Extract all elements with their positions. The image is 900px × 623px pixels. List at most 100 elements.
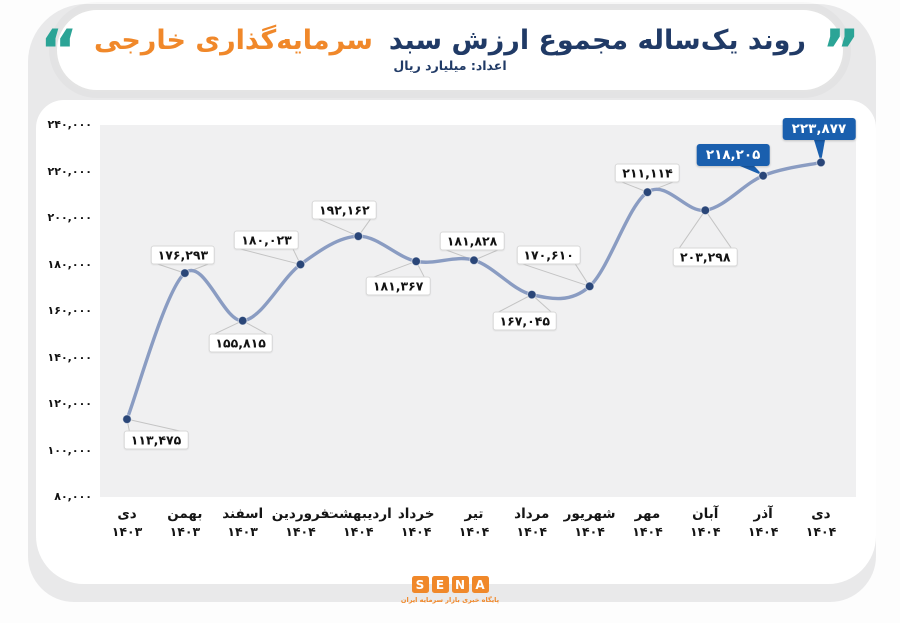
x-tick-month: آذر xyxy=(753,506,773,522)
data-point xyxy=(180,268,190,278)
x-tick-year: ۱۴۰۳ xyxy=(227,524,258,540)
x-tick-label: فروردین ۱۴۰۴ xyxy=(260,506,340,542)
x-tick-label: شهریور ۱۴۰۴ xyxy=(550,506,630,542)
x-tick-label: آذر ۱۴۰۴ xyxy=(723,506,803,542)
title-accent: سرمایه‌گذاری خارجی xyxy=(94,25,373,56)
value-label: ۲۰۳,۲۹۸ xyxy=(673,247,738,267)
data-point xyxy=(411,256,421,267)
value-label-highlight: ۲۲۳,۸۷۷ xyxy=(782,118,856,141)
x-tick-month: دی xyxy=(811,506,831,522)
value-label: ۱۸۰,۰۲۳ xyxy=(234,230,299,250)
label-leader-line xyxy=(156,263,185,274)
data-point xyxy=(642,187,653,197)
label-leader-line xyxy=(213,320,243,335)
title-main: روند یک‌ساله مجموع ارزش سبد xyxy=(388,25,806,56)
data-point xyxy=(758,170,768,181)
label-leader-line xyxy=(317,218,359,237)
x-tick-month: شهریور xyxy=(563,506,616,522)
x-tick-label: اسفند ۱۴۰۳ xyxy=(203,506,283,542)
value-label: ۱۹۲,۱۶۲ xyxy=(312,200,377,220)
x-tick-label: دی ۱۴۰۴ xyxy=(781,506,861,542)
data-point xyxy=(122,414,132,424)
plot-area: ۱۱۳,۴۷۵ ۱۷۶,۲۹۳ ۱۵۵,۸۱۵ ۱۸۰,۰۲۳ ۱۹۲,۱۶۲ ۱۸۱,۳… xyxy=(100,118,856,497)
x-tick-year: ۱۴۰۴ xyxy=(805,524,837,540)
data-point xyxy=(469,255,479,266)
value-label: ۱۵۵,۸۱۵ xyxy=(208,333,273,353)
y-tick-label: ۱۲۰,۰۰۰ xyxy=(47,397,92,410)
data-point xyxy=(353,231,364,242)
sena-logo-letter: A xyxy=(471,576,489,593)
x-tick-year: ۱۴۰۴ xyxy=(400,524,432,540)
y-tick-label: ۲۰۰,۰۰۰ xyxy=(47,211,92,224)
y-tick-label: ۸۰,۰۰۰ xyxy=(54,490,92,503)
x-tick-label: دی ۱۴۰۳ xyxy=(87,506,167,542)
page-title: ” روند یک‌ساله مجموع ارزش سبد سرمایه‌گذا… xyxy=(39,16,861,85)
data-point xyxy=(700,205,711,216)
x-tick-label: آبان ۱۴۰۴ xyxy=(665,506,745,542)
x-tick-label: مهر ۱۴۰۴ xyxy=(607,506,687,542)
x-tick-year: ۱۴۰۴ xyxy=(690,524,721,540)
label-leader-line xyxy=(126,418,183,433)
x-tick-month: اردیبهشت xyxy=(324,506,392,522)
y-tick-label: ۱۸۰,۰۰۰ xyxy=(47,257,92,271)
label-leader-line xyxy=(678,210,706,250)
sena-logo-letter: E xyxy=(431,576,449,593)
sena-tagline: پایگاه خبری بازار سرمایه ایران xyxy=(400,596,500,604)
chart-card: ۲۴۰,۰۰۰ ۲۲۰,۰۰۰ ۲۰۰,۰۰۰ ۱۸۰,۰۰۰ ۱۶۰,۰۰۰ ۱۴۰,۰… xyxy=(36,100,876,584)
label-leader-line xyxy=(498,294,533,313)
x-tick-year: ۱۴۰۴ xyxy=(574,524,605,540)
x-tick-year: ۱۴۰۴ xyxy=(285,524,316,540)
label-leader-line xyxy=(239,248,301,265)
y-tick-label: ۱۴۰,۰۰۰ xyxy=(47,350,92,364)
x-tick-year: ۱۴۰۴ xyxy=(747,524,779,540)
x-tick-label: خرداد ۱۴۰۴ xyxy=(376,506,456,542)
value-label-highlight: ۲۱۸,۲۰۵ xyxy=(696,143,770,166)
value-label: ۲۱۱,۱۱۴ xyxy=(615,163,680,183)
sena-logo-letter: N xyxy=(451,576,469,593)
header: ” روند یک‌ساله مجموع ارزش سبد سرمایه‌گذا… xyxy=(40,8,860,92)
data-point xyxy=(816,157,826,168)
value-label: ۱۷۶,۲۹۳ xyxy=(150,245,216,265)
y-tick-label: ۲۲۰,۰۰۰ xyxy=(47,164,92,178)
x-tick-year: ۱۴۰۳ xyxy=(169,524,201,540)
line-chart xyxy=(122,129,827,433)
value-label: ۱۶۷,۰۴۵ xyxy=(492,311,558,331)
y-tick-label: ۱۶۰,۰۰۰ xyxy=(47,304,92,317)
x-tick-month: بهمن xyxy=(167,506,203,522)
value-label: ۱۸۱,۸۲۸ xyxy=(439,231,505,251)
x-tick-label: بهمن ۱۴۰۳ xyxy=(145,506,225,542)
data-point xyxy=(237,315,248,326)
label-leader-line xyxy=(371,260,417,279)
x-tick-month: مرداد xyxy=(514,506,550,522)
x-tick-label: اردیبهشت ۱۴۰۴ xyxy=(318,506,398,542)
data-point xyxy=(295,259,306,270)
value-label: ۱۱۳,۴۷۵ xyxy=(123,430,189,450)
data-point xyxy=(584,281,595,292)
value-label: ۱۷۰,۶۱۰ xyxy=(516,245,581,265)
y-tick-label: ۱۰۰,۰۰۰ xyxy=(47,443,92,457)
label-leader-line xyxy=(521,263,590,287)
x-tick-month: آبان xyxy=(692,506,719,522)
y-tick-label: ۲۴۰,۰۰۰ xyxy=(47,118,92,131)
x-tick-year: ۱۴۰۴ xyxy=(632,524,663,540)
x-tick-year: ۱۴۰۴ xyxy=(343,524,374,540)
x-tick-month: فروردین xyxy=(271,506,330,522)
sena-logo-letter: S xyxy=(411,576,429,593)
x-tick-year: ۱۴۰۴ xyxy=(516,524,548,540)
chart-unit-note: اعداد: میلیارد ریال xyxy=(393,58,507,73)
value-label: ۱۸۱,۳۶۷ xyxy=(365,276,431,296)
label-leader-line xyxy=(704,210,733,250)
x-tick-month: اسفند xyxy=(222,506,264,522)
x-tick-month: مهر xyxy=(634,506,661,522)
x-tick-year: ۱۴۰۴ xyxy=(458,524,490,540)
x-tick-month: خرداد xyxy=(397,506,435,522)
x-tick-month: دی xyxy=(117,506,137,522)
x-tick-label: تیر ۱۴۰۴ xyxy=(434,506,514,542)
data-point xyxy=(527,289,537,300)
trend-line xyxy=(125,160,823,421)
x-tick-month: تیر xyxy=(464,506,484,522)
x-tick-label: مرداد ۱۴۰۴ xyxy=(492,506,572,542)
